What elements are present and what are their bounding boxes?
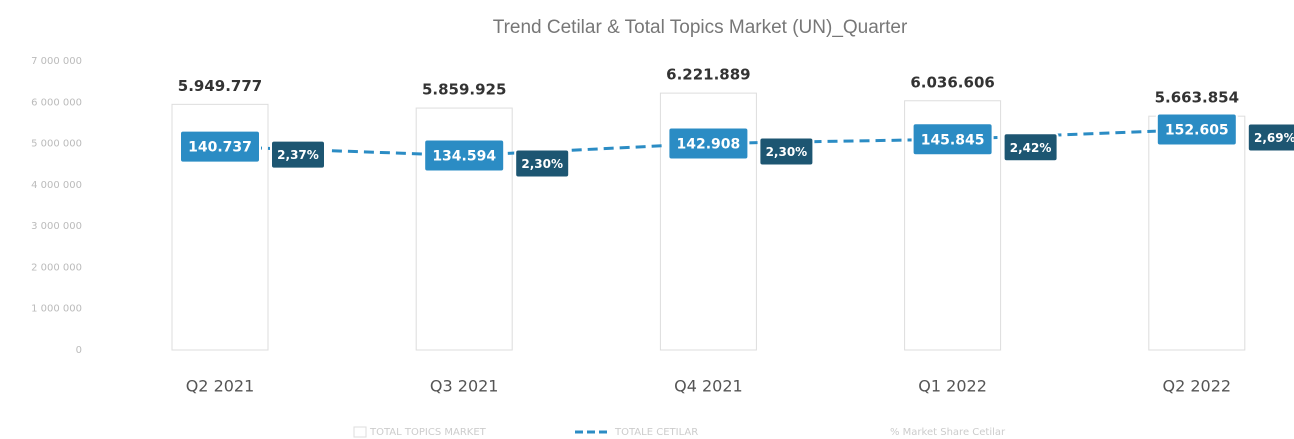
- share-label: 2,69%: [1254, 131, 1294, 145]
- line-value-label: 152.605: [1165, 122, 1229, 138]
- x-tick-label: Q3 2021: [430, 377, 499, 396]
- line-value-box: [667, 126, 750, 161]
- y-tick-label: 3 000 000: [31, 221, 82, 232]
- x-tick-label: Q2 2021: [186, 377, 255, 396]
- share-box: [758, 136, 815, 167]
- legend-label: TOTAL TOPICS MARKET: [369, 427, 487, 438]
- chart-title: Trend Cetilar & Total Topics Market (UN)…: [493, 17, 908, 38]
- line-value-box: [1155, 112, 1238, 147]
- share-box: [270, 139, 326, 170]
- bar-value-label: 5.859.925: [422, 81, 506, 99]
- share-label: 2,42%: [1010, 141, 1052, 155]
- y-tick-label: 5 000 000: [31, 139, 82, 150]
- share-box: [1246, 122, 1294, 153]
- share-label: 2,30%: [521, 157, 563, 171]
- y-tick-label: 0: [76, 345, 82, 356]
- bar-value-label: 6.221.889: [666, 66, 750, 84]
- y-tick-label: 1 000 000: [31, 304, 82, 315]
- legend-label: % Market Share Cetilar: [890, 427, 1006, 438]
- line-value-label: 142.908: [677, 136, 741, 152]
- bar: [1148, 115, 1246, 351]
- legend-label: TOTALE CETILAR: [614, 427, 698, 438]
- share-label: 2,30%: [766, 145, 808, 159]
- x-tick-label: Q4 2021: [674, 377, 743, 396]
- bar-value-label: 5.663.854: [1155, 89, 1239, 107]
- x-tick-label: Q2 2022: [1163, 377, 1232, 396]
- y-tick-label: 7 000 000: [31, 56, 82, 67]
- x-tick-label: Q1 2022: [918, 377, 987, 396]
- share-box: [1002, 132, 1059, 163]
- line-value-box: [911, 122, 994, 157]
- legend-swatch: [353, 426, 367, 438]
- bar-value-label: 5.949.777: [178, 77, 262, 95]
- line-value-label: 145.845: [921, 132, 985, 148]
- line-value-label: 140.737: [188, 140, 252, 156]
- share-label: 2,37%: [277, 148, 319, 162]
- line-value-label: 134.594: [432, 149, 496, 165]
- line-value-box: [423, 138, 506, 173]
- y-tick-label: 2 000 000: [31, 262, 82, 273]
- bar-value-label: 6.036.606: [910, 73, 994, 91]
- line-value-box: [179, 129, 261, 164]
- y-tick-label: 4 000 000: [31, 180, 82, 191]
- share-box: [514, 148, 571, 179]
- y-tick-label: 6 000 000: [31, 97, 82, 108]
